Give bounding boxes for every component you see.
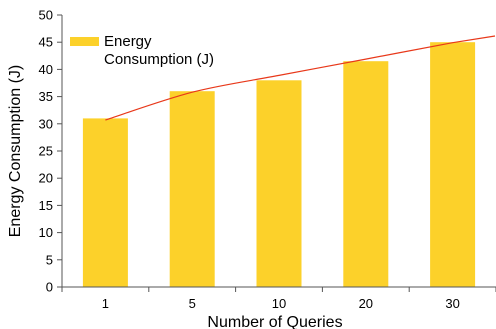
- bar-1: [82, 118, 128, 288]
- y-tick-label-50: 50: [39, 8, 53, 23]
- legend-swatch: [70, 37, 99, 46]
- y-tick-label-0: 0: [46, 280, 53, 295]
- x-tick-label-1: 1: [102, 296, 109, 311]
- x-tick-label-5: 5: [189, 296, 196, 311]
- legend-label-line-2: Consumption (J): [104, 51, 214, 68]
- x-tick-label-10: 10: [272, 296, 286, 311]
- trendline: [105, 35, 496, 121]
- y-tick-label-35: 35: [39, 89, 53, 104]
- y-tick-label-30: 30: [39, 116, 53, 131]
- y-tick-label-15: 15: [39, 198, 53, 213]
- legend-label-line-1: Energy: [104, 33, 152, 50]
- y-tick-label-25: 25: [39, 144, 53, 159]
- bar-30: [430, 42, 476, 288]
- x-axis-title: Number of Queries: [207, 314, 342, 329]
- x-tick-label-20: 20: [359, 296, 373, 311]
- y-axis-title: Energy Consumption (J): [7, 65, 24, 238]
- y-tick-label-5: 5: [46, 252, 53, 267]
- bar-5: [169, 91, 215, 287]
- y-tick-label-20: 20: [39, 171, 53, 186]
- y-tick-label-40: 40: [39, 62, 53, 77]
- x-tick-label-30: 30: [445, 296, 459, 311]
- bar-10: [256, 80, 302, 287]
- bar-20: [343, 61, 389, 288]
- y-tick-label-45: 45: [39, 35, 53, 50]
- plot-area: [82, 35, 496, 288]
- y-tick-label-10: 10: [39, 225, 53, 240]
